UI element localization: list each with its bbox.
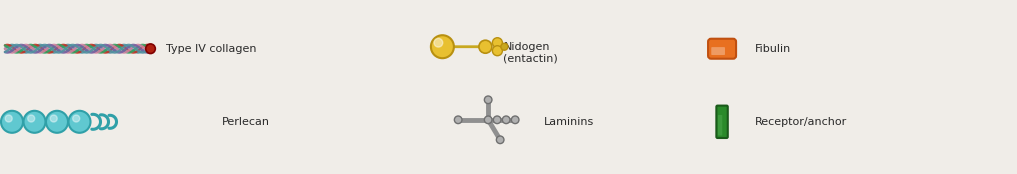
Circle shape: [512, 116, 519, 124]
Text: Receptor/anchor: Receptor/anchor: [755, 117, 847, 127]
Circle shape: [46, 111, 68, 133]
Circle shape: [50, 115, 57, 122]
Circle shape: [23, 111, 46, 133]
Circle shape: [484, 96, 492, 104]
Text: Nidogen
(entactin): Nidogen (entactin): [503, 42, 558, 64]
Circle shape: [484, 116, 492, 124]
Circle shape: [68, 111, 91, 133]
Circle shape: [145, 44, 156, 54]
Circle shape: [496, 136, 504, 144]
Circle shape: [1, 111, 23, 133]
FancyBboxPatch shape: [708, 39, 736, 59]
Circle shape: [479, 40, 492, 53]
Text: Fibulin: Fibulin: [755, 44, 791, 54]
Text: Laminins: Laminins: [544, 117, 594, 127]
Circle shape: [492, 46, 502, 56]
Circle shape: [72, 115, 79, 122]
Circle shape: [501, 43, 507, 50]
Circle shape: [502, 116, 510, 124]
FancyBboxPatch shape: [716, 106, 728, 138]
Circle shape: [455, 116, 462, 124]
Text: Perlecan: Perlecan: [222, 117, 270, 127]
FancyBboxPatch shape: [718, 115, 722, 136]
Circle shape: [27, 115, 35, 122]
Circle shape: [5, 115, 12, 122]
Circle shape: [431, 35, 454, 58]
FancyBboxPatch shape: [454, 45, 479, 48]
Circle shape: [434, 38, 442, 47]
Circle shape: [492, 38, 502, 48]
Circle shape: [493, 116, 501, 124]
Text: Type IV collagen: Type IV collagen: [166, 44, 256, 54]
FancyBboxPatch shape: [711, 47, 725, 55]
